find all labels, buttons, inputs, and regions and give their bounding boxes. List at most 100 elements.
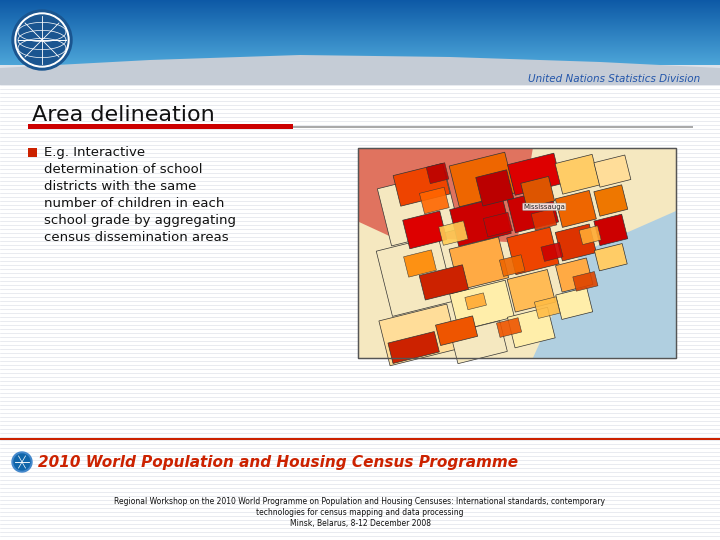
Bar <box>0 16 720 17</box>
Polygon shape <box>377 172 459 246</box>
Bar <box>0 56 720 57</box>
Polygon shape <box>450 280 514 331</box>
Text: Minsk, Belarus, 8-12 December 2008: Minsk, Belarus, 8-12 December 2008 <box>289 519 431 528</box>
Text: 2010 World Population and Housing Census Programme: 2010 World Population and Housing Census… <box>38 455 518 469</box>
Bar <box>293 126 693 127</box>
Polygon shape <box>521 177 554 208</box>
Text: determination of school: determination of school <box>44 163 202 176</box>
Polygon shape <box>508 307 555 348</box>
Text: Area delineation: Area delineation <box>32 105 215 125</box>
Bar <box>0 41 720 42</box>
Bar <box>0 62 720 63</box>
Bar <box>0 49 720 50</box>
Bar <box>0 15 720 16</box>
Polygon shape <box>0 55 720 85</box>
Bar <box>0 11 720 12</box>
Text: number of children in each: number of children in each <box>44 197 225 210</box>
Bar <box>28 148 37 157</box>
Bar <box>0 5 720 6</box>
Bar <box>0 52 720 53</box>
Text: districts with the same: districts with the same <box>44 180 197 193</box>
Bar <box>0 58 720 59</box>
Text: school grade by aggregating: school grade by aggregating <box>44 214 236 227</box>
Bar <box>0 43 720 44</box>
Bar <box>0 39 720 40</box>
Bar <box>0 438 720 440</box>
Polygon shape <box>483 212 513 237</box>
Bar <box>0 23 720 24</box>
Circle shape <box>15 13 69 67</box>
Bar <box>0 10 720 11</box>
Bar <box>0 440 720 488</box>
Polygon shape <box>449 197 511 246</box>
Polygon shape <box>573 272 598 291</box>
Bar <box>0 20 720 21</box>
Polygon shape <box>533 211 676 358</box>
Bar <box>0 488 720 540</box>
Polygon shape <box>420 187 449 214</box>
Bar <box>0 44 720 45</box>
Polygon shape <box>438 221 468 245</box>
Bar <box>0 53 720 54</box>
Bar <box>0 27 720 28</box>
Text: Regional Workshop on the 2010 World Programme on Population and Housing Censuses: Regional Workshop on the 2010 World Prog… <box>114 497 606 506</box>
Polygon shape <box>531 208 557 230</box>
Polygon shape <box>508 153 562 195</box>
Bar <box>0 9 720 10</box>
Circle shape <box>12 10 72 70</box>
Circle shape <box>14 454 30 470</box>
Bar <box>0 59 720 60</box>
Bar <box>0 54 720 55</box>
Text: census dissemination areas: census dissemination areas <box>44 231 229 244</box>
Circle shape <box>12 452 32 472</box>
Bar <box>0 48 720 49</box>
Bar <box>0 31 720 32</box>
Circle shape <box>17 15 67 65</box>
Bar <box>0 46 720 47</box>
Bar <box>0 24 720 25</box>
Bar <box>0 57 720 58</box>
Bar <box>0 7 720 8</box>
Bar <box>0 28 720 29</box>
Polygon shape <box>500 255 525 276</box>
Bar <box>0 55 720 56</box>
Bar <box>28 124 293 129</box>
Bar <box>0 42 720 43</box>
Text: Mississauga: Mississauga <box>523 204 565 210</box>
Bar <box>0 36 720 37</box>
Bar <box>0 29 720 30</box>
Polygon shape <box>388 332 439 363</box>
Bar <box>0 60 720 61</box>
Bar <box>0 4 720 5</box>
Bar <box>0 3 720 4</box>
Polygon shape <box>379 304 458 366</box>
Polygon shape <box>476 170 514 206</box>
Polygon shape <box>556 287 593 320</box>
Bar <box>0 6 720 7</box>
Bar <box>0 33 720 34</box>
Bar <box>0 13 720 14</box>
Text: E.g. Interactive: E.g. Interactive <box>44 146 145 159</box>
Polygon shape <box>534 297 560 319</box>
Polygon shape <box>404 250 436 277</box>
Bar <box>0 21 720 22</box>
Bar <box>358 148 676 358</box>
Text: technologies for census mapping and data processing: technologies for census mapping and data… <box>256 508 464 517</box>
Bar <box>358 148 676 358</box>
Bar <box>0 1 720 2</box>
Polygon shape <box>377 236 454 316</box>
Polygon shape <box>507 269 555 312</box>
Bar <box>0 45 720 46</box>
Polygon shape <box>507 190 559 233</box>
Bar <box>0 32 720 33</box>
Bar <box>0 63 720 64</box>
Bar <box>0 8 720 9</box>
Bar <box>0 25 720 26</box>
Bar <box>0 12 720 13</box>
Polygon shape <box>594 185 628 216</box>
Bar <box>0 47 720 48</box>
Bar <box>0 85 720 440</box>
Polygon shape <box>594 155 631 187</box>
Polygon shape <box>556 258 593 292</box>
Bar <box>0 30 720 31</box>
